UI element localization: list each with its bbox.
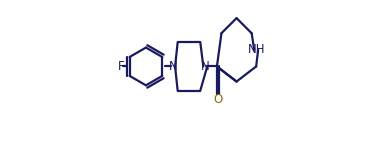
Text: NH: NH bbox=[247, 43, 265, 56]
Text: O: O bbox=[214, 93, 223, 106]
Text: F: F bbox=[118, 60, 124, 73]
Text: N: N bbox=[169, 60, 177, 73]
Text: N: N bbox=[201, 60, 210, 73]
